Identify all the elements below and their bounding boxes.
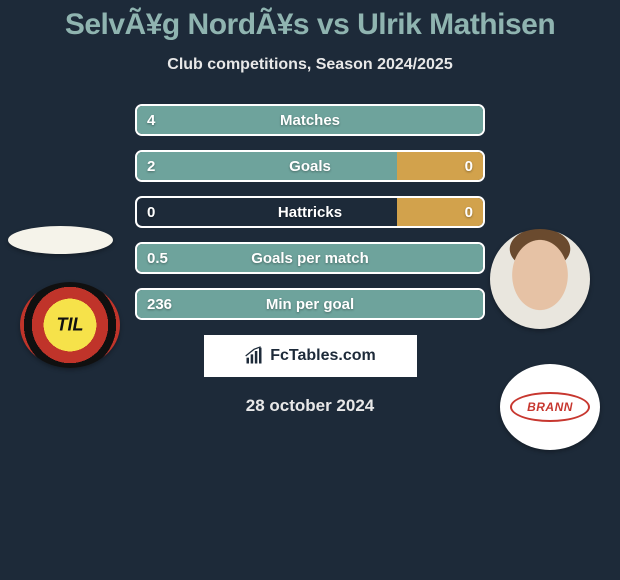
stat-label: Goals per match [137, 244, 483, 272]
club-left-badge [20, 282, 120, 368]
stat-bar-row: 0.5Goals per match [135, 242, 485, 274]
stat-bars: 4Matches 20Goals 00Hattricks 0.5Goals per m… [135, 104, 485, 320]
stat-label: Matches [137, 106, 483, 134]
stat-bar-row: 4Matches [135, 104, 485, 136]
stat-label: Min per goal [137, 290, 483, 318]
stat-label: Goals [137, 152, 483, 180]
page-title: SelvÃ¥g NordÃ¥s vs Ulrik Mathisen [0, 0, 620, 42]
stat-bar-row: 00Hattricks [135, 196, 485, 228]
stat-bar-row: 236Min per goal [135, 288, 485, 320]
subtitle: Club competitions, Season 2024/2025 [0, 56, 620, 74]
player-left-avatar [8, 226, 113, 254]
stat-bar-row: 20Goals [135, 150, 485, 182]
comparison-panel: BRANN 4Matches20Goals00Hattricks0.5Goals… [0, 104, 620, 416]
brand-label: FcTables.com [270, 347, 376, 365]
chart-icon [244, 346, 264, 366]
brand-box: FcTables.com [203, 334, 418, 378]
player-right-avatar [490, 229, 590, 329]
club-right-badge-label: BRANN [510, 392, 590, 422]
stat-label: Hattricks [137, 198, 483, 226]
club-right-badge: BRANN [500, 364, 600, 450]
